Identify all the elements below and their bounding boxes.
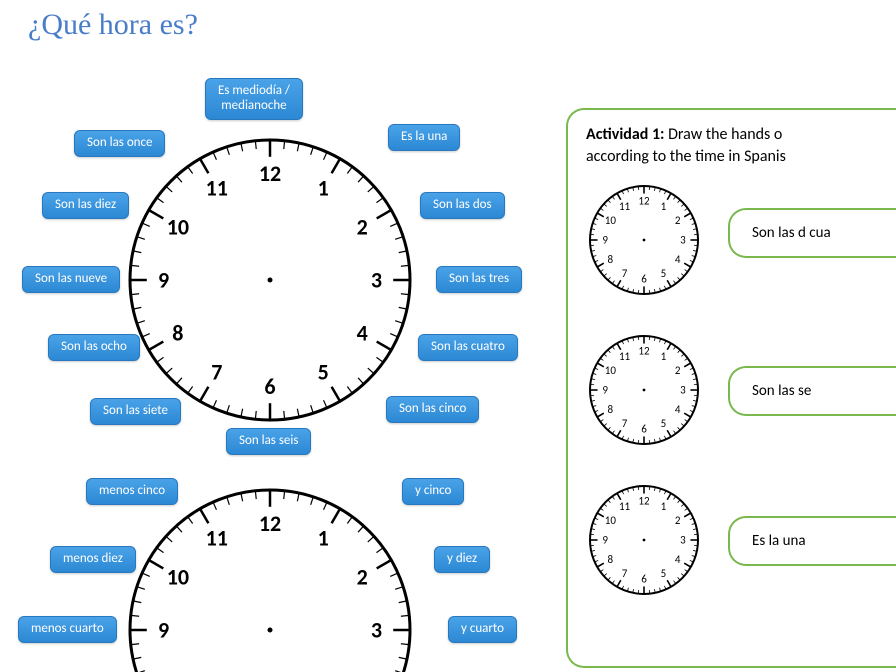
- pill-m45: menos cuarto: [18, 616, 117, 643]
- svg-text:8: 8: [608, 403, 614, 416]
- svg-text:10: 10: [167, 213, 189, 240]
- pill-m15: y cuarto: [448, 616, 517, 643]
- svg-text:10: 10: [605, 364, 617, 377]
- activity-answer-2-text: Son las se: [752, 382, 811, 400]
- svg-text:12: 12: [638, 195, 650, 208]
- svg-text:1: 1: [661, 500, 667, 513]
- page-title: ¿Qué hora es?: [28, 8, 198, 42]
- svg-text:10: 10: [605, 514, 617, 527]
- main-clock: 121234567891011: [120, 130, 420, 430]
- svg-text:12: 12: [259, 160, 281, 187]
- svg-text:11: 11: [619, 500, 631, 513]
- svg-text:12: 12: [638, 495, 650, 508]
- activity-answer-3: Es la una: [728, 516, 896, 566]
- pill-h5: Son las cinco: [386, 396, 479, 423]
- pill-h4: Son las cuatro: [418, 334, 518, 361]
- minutes-clock: 121234567891011: [120, 480, 420, 672]
- svg-text:3: 3: [680, 234, 686, 247]
- activity-heading-line1: Draw the hands o: [664, 125, 782, 144]
- svg-text:8: 8: [172, 320, 183, 347]
- activity-heading: Actividad 1: Draw the hands o according …: [586, 124, 896, 167]
- svg-text:5: 5: [661, 417, 667, 430]
- activity-heading-bold: Actividad 1:: [586, 125, 664, 144]
- pill-h2: Son las dos: [420, 192, 505, 219]
- svg-text:9: 9: [602, 534, 608, 547]
- svg-text:1: 1: [661, 350, 667, 363]
- pill-m10: y diez: [434, 546, 490, 573]
- svg-text:9: 9: [602, 384, 608, 397]
- svg-text:11: 11: [619, 350, 631, 363]
- svg-text:2: 2: [675, 214, 681, 227]
- activity-answer-1-text: Son las d cua: [752, 224, 831, 242]
- svg-text:10: 10: [605, 214, 617, 227]
- svg-text:5: 5: [661, 267, 667, 280]
- activity-clock-2[interactable]: 12 12 3 45 6789 1011: [586, 332, 702, 448]
- svg-text:4: 4: [357, 320, 368, 347]
- activity-panel: Actividad 1: Draw the hands o according …: [566, 108, 896, 668]
- svg-text:8: 8: [608, 553, 614, 566]
- svg-text:1: 1: [661, 200, 667, 213]
- activity-heading-line2: according to the time in Spanis: [586, 147, 786, 166]
- activity-clock-1[interactable]: 12 12 3 45 6789 1011: [586, 182, 702, 298]
- svg-text:7: 7: [211, 359, 222, 386]
- svg-text:3: 3: [371, 267, 382, 294]
- svg-text:2: 2: [675, 364, 681, 377]
- svg-text:2: 2: [357, 213, 368, 240]
- svg-text:6: 6: [641, 572, 647, 585]
- svg-text:12: 12: [638, 345, 650, 358]
- svg-text:6: 6: [641, 422, 647, 435]
- svg-text:1: 1: [318, 174, 329, 201]
- pill-h10: Son las diez: [42, 192, 129, 219]
- activity-answer-2: Son las se: [728, 366, 896, 416]
- pill-h3: Son las tres: [436, 266, 522, 293]
- pill-h9: Son las nueve: [22, 266, 120, 293]
- svg-text:4: 4: [675, 403, 681, 416]
- pill-h1: Es la una: [388, 124, 460, 151]
- pill-m50: menos diez: [50, 546, 136, 573]
- pill-h8: Son las ocho: [48, 334, 140, 361]
- svg-text:4: 4: [675, 553, 681, 566]
- svg-text:5: 5: [318, 359, 329, 386]
- svg-text:3: 3: [371, 617, 382, 644]
- svg-text:2: 2: [675, 514, 681, 527]
- pill-h7: Son las siete: [90, 398, 181, 425]
- pill-h6: Son las seis: [226, 428, 311, 455]
- svg-text:1: 1: [318, 524, 329, 551]
- svg-text:10: 10: [167, 563, 189, 590]
- svg-text:4: 4: [675, 253, 681, 266]
- pill-h12: Es mediodía / medianoche: [205, 78, 303, 120]
- pill-h11: Son las once: [74, 130, 165, 157]
- svg-text:11: 11: [206, 524, 228, 551]
- pill-m55: menos cinco: [86, 478, 178, 505]
- activity-clock-3[interactable]: 12 12 3 45 6789 1011: [586, 482, 702, 598]
- svg-text:2: 2: [357, 563, 368, 590]
- svg-text:8: 8: [608, 253, 614, 266]
- svg-text:9: 9: [158, 267, 169, 294]
- activity-answer-1: Son las d cua: [728, 208, 896, 258]
- svg-text:6: 6: [641, 272, 647, 285]
- activity-answer-3-text: Es la una: [752, 532, 806, 550]
- svg-text:7: 7: [622, 267, 628, 280]
- svg-text:9: 9: [158, 617, 169, 644]
- svg-text:11: 11: [206, 174, 228, 201]
- svg-text:7: 7: [622, 417, 628, 430]
- svg-text:9: 9: [602, 234, 608, 247]
- svg-text:3: 3: [680, 384, 686, 397]
- svg-text:11: 11: [619, 200, 631, 213]
- svg-text:12: 12: [259, 510, 281, 537]
- pill-m5: y cinco: [402, 478, 464, 505]
- svg-text:7: 7: [622, 567, 628, 580]
- svg-text:3: 3: [680, 534, 686, 547]
- svg-text:5: 5: [661, 567, 667, 580]
- svg-text:6: 6: [264, 373, 275, 400]
